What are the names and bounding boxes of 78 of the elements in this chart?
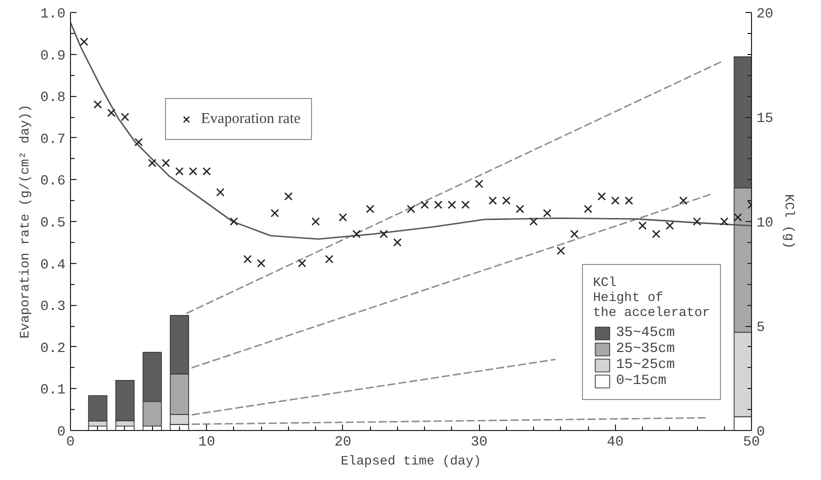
point [120, 112, 130, 122]
y-tick-label: 0.1 [40, 382, 66, 399]
point [474, 180, 484, 188]
y-tick-label: 1.0 [40, 6, 66, 22]
point [611, 196, 620, 205]
point [570, 230, 579, 238]
point [720, 217, 728, 226]
x-axis-title: Elapsed time (day) [340, 454, 482, 468]
point [461, 200, 470, 209]
point [516, 204, 524, 214]
point [256, 259, 266, 268]
point [734, 213, 742, 222]
x-tick-label: 20 [334, 434, 352, 450]
point [284, 192, 293, 201]
point [352, 230, 361, 238]
point [216, 188, 225, 196]
point [338, 213, 348, 222]
x-tick-label: 40 [606, 434, 624, 450]
legend-label: 35~45cm [616, 325, 675, 341]
point [162, 158, 170, 168]
legend-label: 15~25cm [616, 357, 675, 373]
point [311, 217, 320, 226]
point [202, 167, 211, 176]
point [393, 238, 402, 247]
y-tick-label: 0.3 [40, 299, 66, 316]
y-axis-title: Evaporation rate (g/(cm² day)) [17, 104, 32, 339]
point [692, 217, 702, 226]
point [448, 200, 456, 209]
x-tick-label: 10 [198, 434, 216, 450]
y2-tick-label: 15 [756, 111, 774, 127]
point [80, 38, 88, 46]
point [556, 246, 566, 255]
point [584, 204, 592, 214]
point [624, 196, 634, 205]
y2-axis-title: KCl (g) [781, 194, 796, 249]
y-tick-label: 0.6 [40, 174, 66, 190]
point [597, 192, 606, 201]
legend-title: KCl Height of the accelerator [592, 275, 710, 320]
y-tick-label: 0 [57, 424, 66, 440]
y2-tick-label: 10 [756, 216, 774, 232]
y2-tick-label: 20 [756, 6, 774, 22]
legend-label: 25~35cm [616, 341, 675, 357]
point [679, 196, 688, 205]
y2-tick-label: 5 [756, 320, 765, 336]
legend-label: 0~15cm [616, 373, 666, 389]
point [243, 254, 252, 264]
point [434, 200, 442, 209]
y-tick-label: 0.5 [40, 216, 66, 232]
x-tick-label: 30 [470, 434, 488, 450]
point [666, 221, 674, 230]
legend-label: Evaporation rate [201, 110, 301, 128]
point [298, 259, 306, 268]
point [543, 208, 552, 218]
y-tick-label: 0.2 [40, 340, 66, 357]
y-tick-label: 0.7 [40, 132, 66, 148]
point [94, 100, 102, 109]
x-tick-label: 50 [743, 434, 760, 450]
point [380, 230, 388, 238]
y-tick-label: 0.4 [40, 257, 66, 274]
point [107, 108, 116, 118]
point [134, 138, 143, 146]
y-tick-label: 0.9 [40, 48, 66, 64]
point [270, 208, 279, 218]
line-series [70, 22, 752, 240]
point [406, 204, 416, 214]
point [652, 230, 660, 238]
point [488, 196, 497, 205]
point [230, 217, 238, 226]
point [325, 254, 334, 264]
point [175, 167, 184, 176]
point [529, 217, 538, 226]
point [420, 200, 429, 209]
point [502, 196, 511, 205]
point [366, 204, 374, 214]
point [638, 221, 647, 230]
point [188, 167, 198, 176]
point [148, 158, 156, 168]
y-tick-label: 0.8 [40, 90, 66, 106]
